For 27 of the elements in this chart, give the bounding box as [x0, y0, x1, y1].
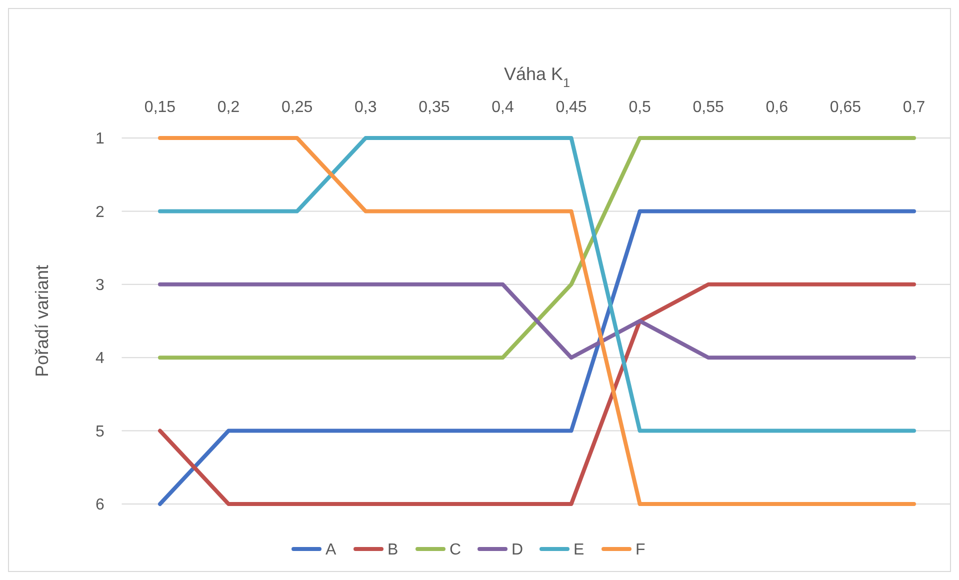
legend-label: C	[450, 542, 462, 559]
x-axis-title: Váha K$_{1}$	[504, 64, 570, 90]
x-tick-label: 0,4	[492, 99, 514, 116]
x-tick-label: 0,35	[418, 99, 450, 116]
legend-label: F	[636, 542, 646, 559]
x-tick-label: 0,65	[830, 99, 862, 116]
legend-label: E	[574, 542, 584, 559]
y-tick-label: 3	[96, 277, 105, 294]
x-tick-label: 0,55	[692, 99, 724, 116]
x-tick-label: 0,25	[282, 99, 313, 116]
x-tick-label: 0,15	[144, 99, 176, 116]
x-tick-label: 0,45	[556, 99, 587, 116]
legend-label: A	[326, 542, 336, 559]
x-tick-label: 0,3	[354, 99, 377, 116]
y-tick-label: 2	[96, 204, 105, 221]
y-tick-label: 1	[96, 130, 105, 148]
x-tick-label: 0,2	[217, 99, 240, 116]
x-tick-label: 0,5	[628, 99, 652, 116]
x-tick-label: 0,7	[902, 99, 926, 116]
y-tick-label: 4	[96, 350, 105, 368]
y-tick-label: 6	[96, 496, 105, 514]
y-tick-label: 5	[96, 423, 105, 440]
line-series	[158, 282, 916, 506]
x-tick-label: 0,6	[766, 99, 788, 116]
legend-label: D	[512, 542, 524, 559]
legend-label: B	[388, 542, 398, 559]
y-axis-title: Pořadí variant	[32, 264, 52, 378]
